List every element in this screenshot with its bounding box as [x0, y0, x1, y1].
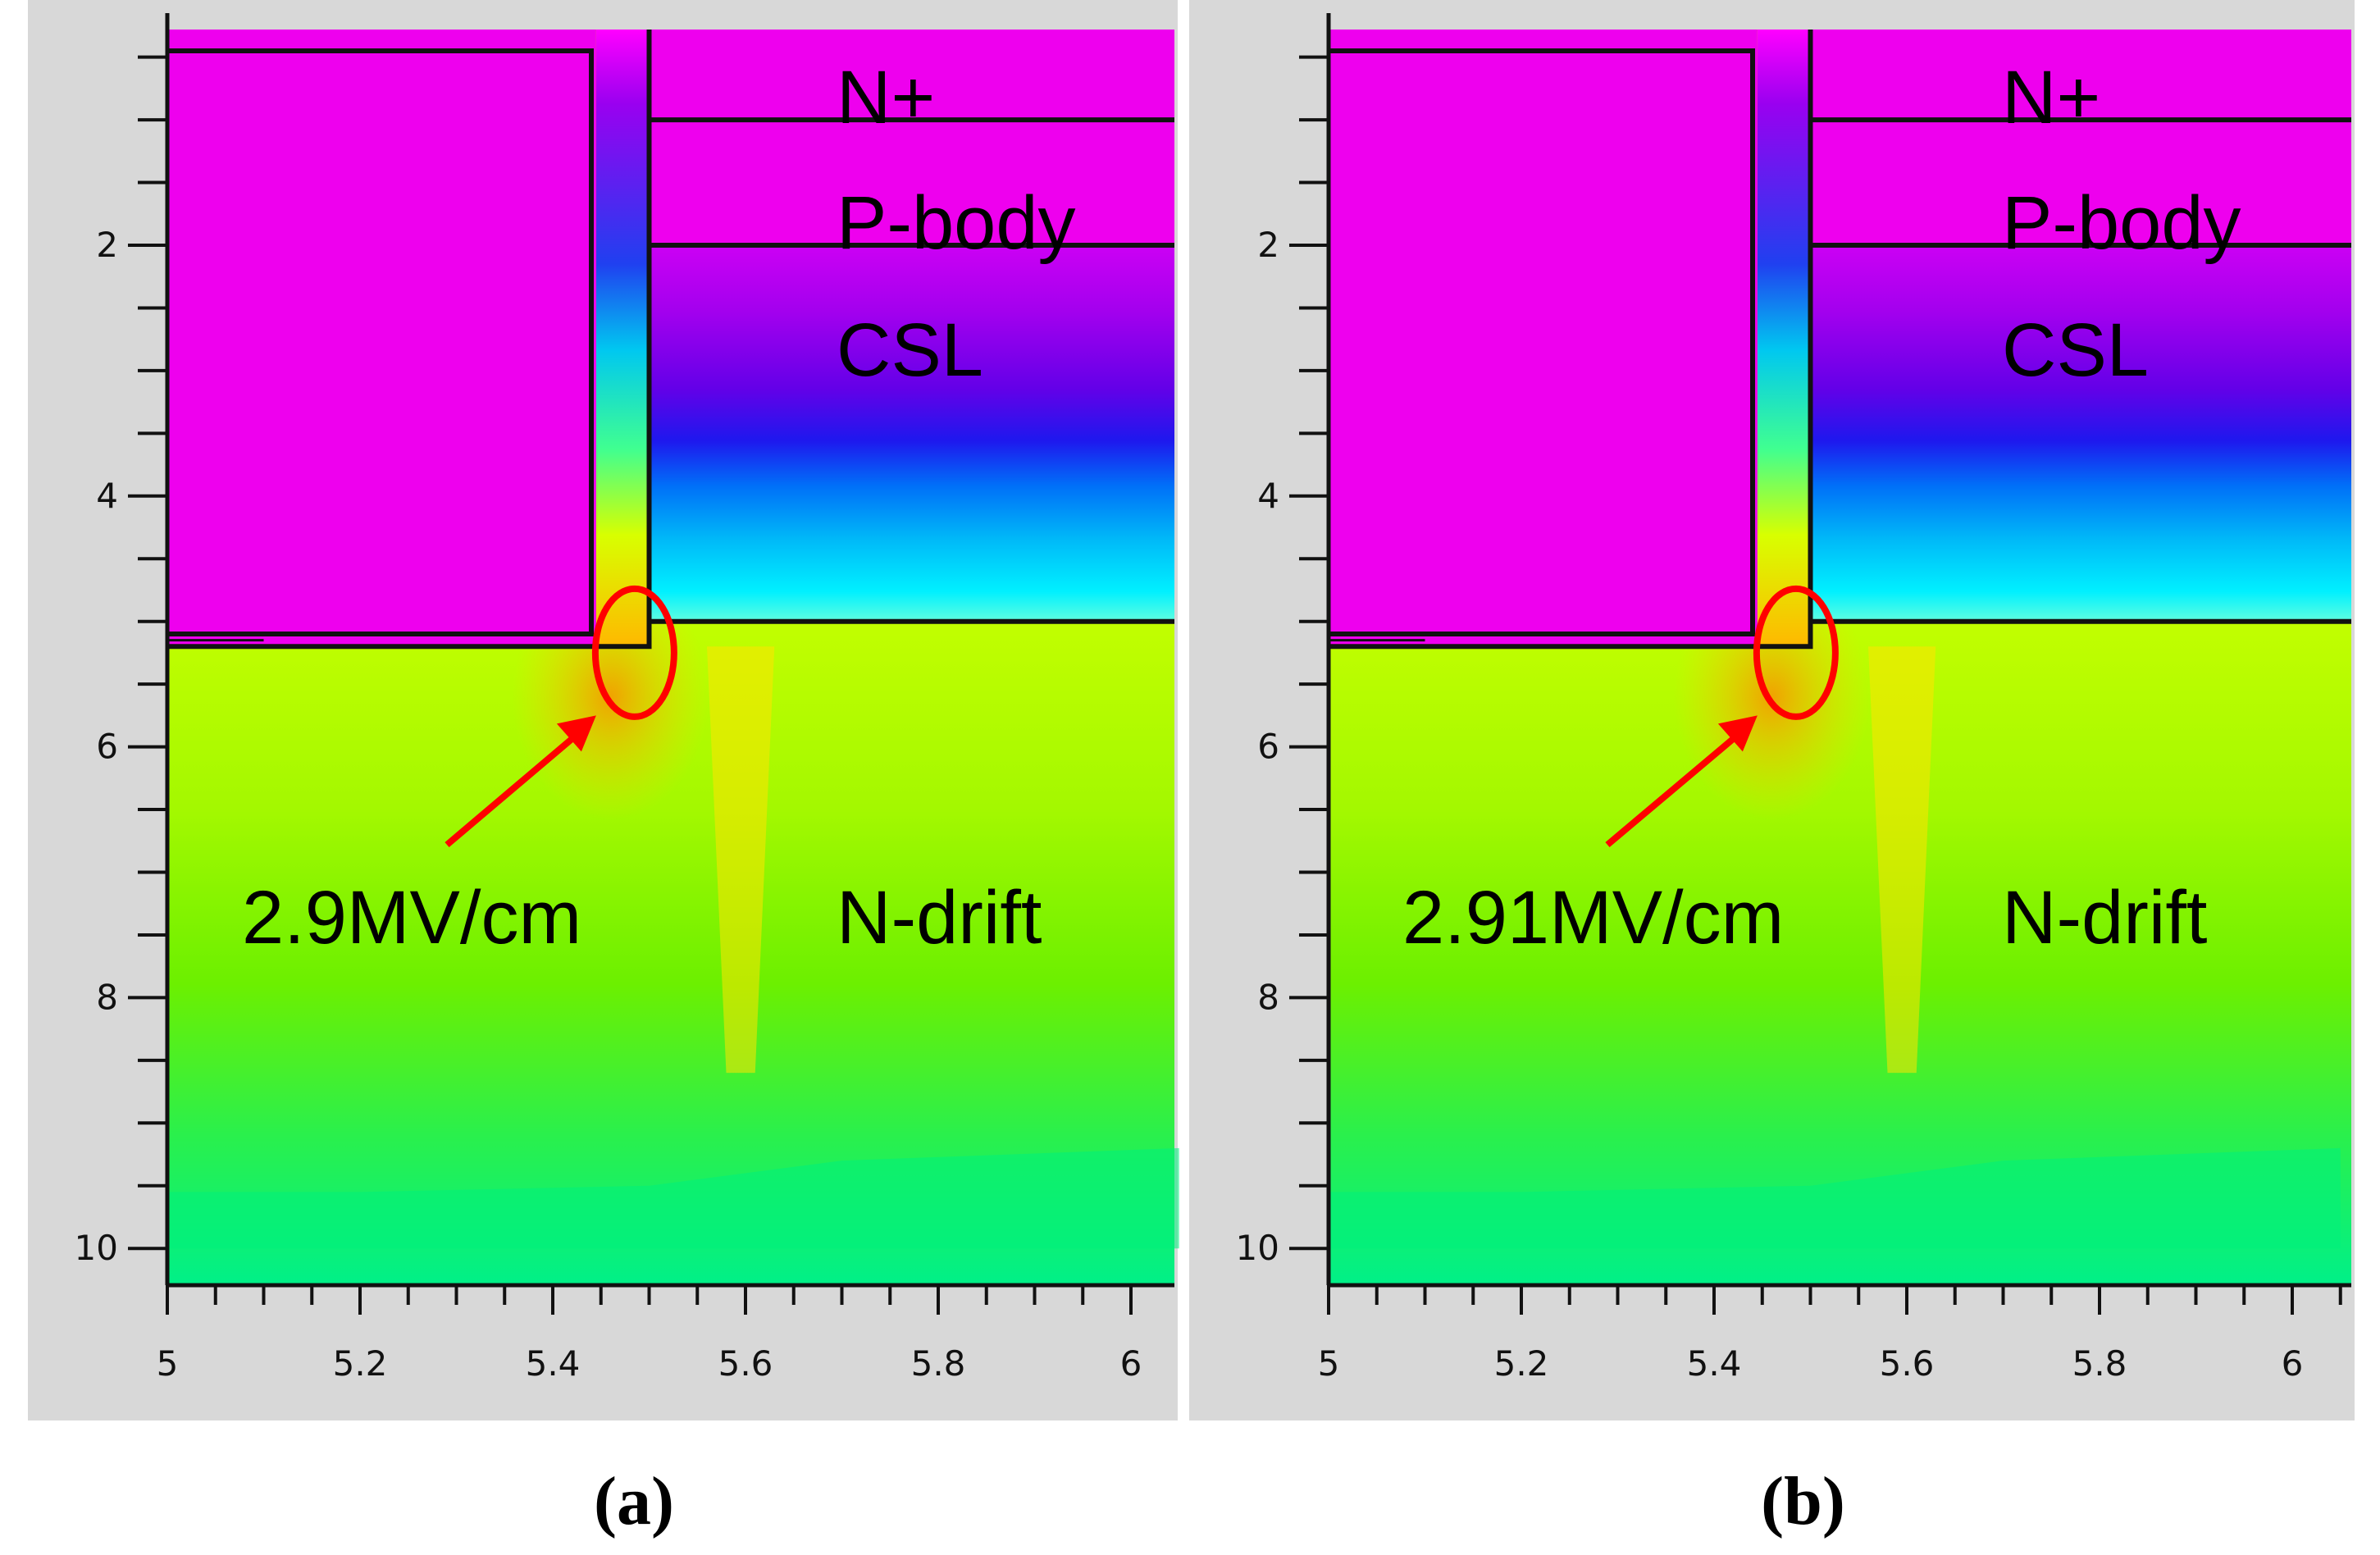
annotation-arrow-head	[556, 715, 596, 752]
n-plus-label: N+	[2002, 56, 2100, 139]
field-streak	[707, 646, 775, 1074]
x-tick-label: 6	[2282, 1343, 2304, 1384]
y-tick-label: 8	[1257, 977, 1279, 1017]
x-tick-label: 5.4	[1687, 1343, 1742, 1384]
gate-outline	[167, 48, 594, 636]
n-drift-label: N-drift	[2002, 876, 2207, 960]
x-tick-label: 5.4	[526, 1343, 581, 1384]
x-tick-label: 5.8	[911, 1343, 966, 1384]
y-tick-label: 4	[96, 476, 118, 516]
y-tick-label: 6	[1257, 727, 1279, 767]
annotation-arrow-shaft	[445, 723, 590, 848]
csl-region	[649, 244, 1174, 622]
trench-outline	[167, 30, 652, 650]
field-contour-low	[1329, 1147, 2341, 1249]
csl-label: CSL	[2002, 308, 2149, 392]
y-tick-label: 10	[75, 1228, 118, 1268]
peak-field-marker	[591, 585, 677, 720]
x-tick-label: 5.2	[333, 1343, 388, 1384]
peak-field-value: 2.91MV/cm	[1402, 876, 1784, 960]
y-tick-label: 10	[1236, 1228, 1279, 1268]
panel-b: 2 4 6 8 10 5 5.2 5.4 5.6 5.8 6 N+ P-body CSL N-drift 2.…	[1189, 0, 2355, 1539]
x-tick-label: 5.2	[1494, 1343, 1549, 1384]
trench-gate	[1329, 30, 1758, 647]
n-drift-label: N-drift	[837, 876, 1042, 960]
x-tick-label: 5.6	[718, 1343, 773, 1384]
x-tick-label: 5.8	[2072, 1343, 2127, 1384]
csl-label: CSL	[837, 308, 983, 392]
y-tick-label: 8	[96, 977, 118, 1017]
p-body-label: P-body	[2002, 181, 2241, 265]
y-tick-label: 2	[96, 225, 118, 265]
n-plus-label: N+	[837, 56, 935, 139]
peak-field-marker	[1753, 585, 1839, 720]
trench-gate	[167, 30, 596, 647]
y-tick-label: 6	[96, 727, 118, 767]
annotation-arrow-head	[1717, 715, 1758, 752]
trench-sidewall-oxide	[1757, 30, 1811, 647]
y-tick-label: 4	[1257, 476, 1279, 516]
x-tick-label: 6	[1120, 1343, 1142, 1384]
field-streak	[1868, 646, 1936, 1074]
trench-outline	[1329, 30, 1813, 650]
x-tick-label: 5.6	[1880, 1343, 1935, 1384]
gate-outline	[1329, 48, 1755, 636]
trench-sidewall-oxide	[595, 30, 650, 647]
panel-caption: (a)	[594, 1463, 674, 1539]
panel-caption: (b)	[1761, 1463, 1845, 1539]
top-doped-regions	[649, 30, 1174, 245]
x-tick-label: 5	[157, 1343, 179, 1384]
p-body-label: P-body	[837, 181, 1076, 265]
top-doped-regions	[1810, 30, 2351, 245]
panel-a: 2 4 6 8 10 5 5.2 5.4 5.6 5.8 6 N+ P-body CSL N-drift 2.…	[28, 0, 1179, 1539]
y-tick-label: 2	[1257, 225, 1279, 265]
peak-field-value: 2.9MV/cm	[242, 876, 581, 960]
field-contour-low	[167, 1147, 1179, 1249]
csl-region	[1810, 244, 2351, 622]
annotation-arrow-shaft	[1605, 723, 1752, 848]
x-tick-label: 5	[1318, 1343, 1340, 1384]
